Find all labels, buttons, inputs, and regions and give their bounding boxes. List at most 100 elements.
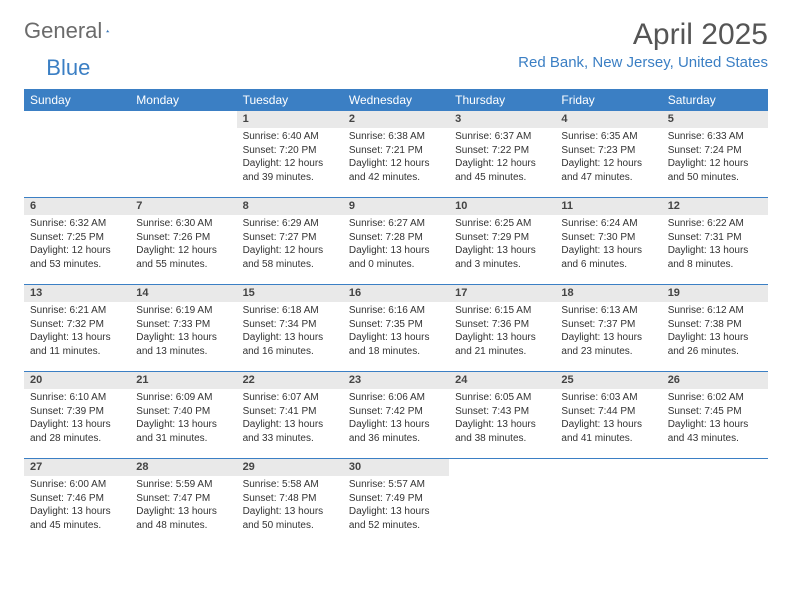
- sunrise-text: Sunrise: 6:02 AM: [668, 391, 762, 405]
- sunset-text: Sunset: 7:38 PM: [668, 318, 762, 332]
- day-cell: 12Sunrise: 6:22 AMSunset: 7:31 PMDayligh…: [662, 198, 768, 284]
- week-row: 20Sunrise: 6:10 AMSunset: 7:39 PMDayligh…: [24, 372, 768, 459]
- sunrise-text: Sunrise: 6:03 AM: [561, 391, 655, 405]
- daylight-text: Daylight: 12 hours and 39 minutes.: [243, 157, 337, 184]
- day-number: 11: [555, 198, 661, 215]
- sunrise-text: Sunrise: 6:09 AM: [136, 391, 230, 405]
- day-number: [555, 459, 661, 476]
- daylight-text: Daylight: 13 hours and 26 minutes.: [668, 331, 762, 358]
- day-body: Sunrise: 6:24 AMSunset: 7:30 PMDaylight:…: [555, 215, 661, 275]
- sunset-text: Sunset: 7:45 PM: [668, 405, 762, 419]
- sunset-text: Sunset: 7:29 PM: [455, 231, 549, 245]
- day-body: Sunrise: 6:27 AMSunset: 7:28 PMDaylight:…: [343, 215, 449, 275]
- sunset-text: Sunset: 7:40 PM: [136, 405, 230, 419]
- title-block: April 2025 Red Bank, New Jersey, United …: [518, 18, 768, 71]
- location: Red Bank, New Jersey, United States: [518, 54, 768, 71]
- sunset-text: Sunset: 7:27 PM: [243, 231, 337, 245]
- daylight-text: Daylight: 12 hours and 47 minutes.: [561, 157, 655, 184]
- sunrise-text: Sunrise: 6:19 AM: [136, 304, 230, 318]
- dow-cell: Wednesday: [343, 89, 449, 111]
- sunset-text: Sunset: 7:28 PM: [349, 231, 443, 245]
- dow-cell: Thursday: [449, 89, 555, 111]
- day-cell: 9Sunrise: 6:27 AMSunset: 7:28 PMDaylight…: [343, 198, 449, 284]
- sunrise-text: Sunrise: 6:25 AM: [455, 217, 549, 231]
- day-body: Sunrise: 6:07 AMSunset: 7:41 PMDaylight:…: [237, 389, 343, 449]
- day-body: Sunrise: 5:59 AMSunset: 7:47 PMDaylight:…: [130, 476, 236, 536]
- day-number: [130, 111, 236, 128]
- sunrise-text: Sunrise: 6:22 AM: [668, 217, 762, 231]
- daylight-text: Daylight: 13 hours and 50 minutes.: [243, 505, 337, 532]
- day-body: Sunrise: 6:21 AMSunset: 7:32 PMDaylight:…: [24, 302, 130, 362]
- sunrise-text: Sunrise: 6:35 AM: [561, 130, 655, 144]
- day-number: [449, 459, 555, 476]
- day-body: Sunrise: 6:09 AMSunset: 7:40 PMDaylight:…: [130, 389, 236, 449]
- day-cell: 29Sunrise: 5:58 AMSunset: 7:48 PMDayligh…: [237, 459, 343, 545]
- sunset-text: Sunset: 7:34 PM: [243, 318, 337, 332]
- day-cell: 11Sunrise: 6:24 AMSunset: 7:30 PMDayligh…: [555, 198, 661, 284]
- sunset-text: Sunset: 7:24 PM: [668, 144, 762, 158]
- day-cell: 4Sunrise: 6:35 AMSunset: 7:23 PMDaylight…: [555, 111, 661, 197]
- day-body: Sunrise: 6:29 AMSunset: 7:27 PMDaylight:…: [237, 215, 343, 275]
- day-body: Sunrise: 6:37 AMSunset: 7:22 PMDaylight:…: [449, 128, 555, 188]
- day-body: Sunrise: 6:03 AMSunset: 7:44 PMDaylight:…: [555, 389, 661, 449]
- sunrise-text: Sunrise: 6:12 AM: [668, 304, 762, 318]
- sunrise-text: Sunrise: 6:29 AM: [243, 217, 337, 231]
- daylight-text: Daylight: 13 hours and 6 minutes.: [561, 244, 655, 271]
- daylight-text: Daylight: 13 hours and 31 minutes.: [136, 418, 230, 445]
- day-body: Sunrise: 6:16 AMSunset: 7:35 PMDaylight:…: [343, 302, 449, 362]
- week-row: 13Sunrise: 6:21 AMSunset: 7:32 PMDayligh…: [24, 285, 768, 372]
- daylight-text: Daylight: 12 hours and 42 minutes.: [349, 157, 443, 184]
- day-body: Sunrise: 6:13 AMSunset: 7:37 PMDaylight:…: [555, 302, 661, 362]
- day-cell: 10Sunrise: 6:25 AMSunset: 7:29 PMDayligh…: [449, 198, 555, 284]
- day-number: 20: [24, 372, 130, 389]
- day-number: 8: [237, 198, 343, 215]
- sunset-text: Sunset: 7:35 PM: [349, 318, 443, 332]
- day-body: [662, 476, 768, 482]
- sunset-text: Sunset: 7:36 PM: [455, 318, 549, 332]
- daylight-text: Daylight: 13 hours and 36 minutes.: [349, 418, 443, 445]
- day-number: 6: [24, 198, 130, 215]
- dow-cell: Monday: [130, 89, 236, 111]
- daylight-text: Daylight: 13 hours and 43 minutes.: [668, 418, 762, 445]
- dow-cell: Tuesday: [237, 89, 343, 111]
- dow-cell: Saturday: [662, 89, 768, 111]
- month-title: April 2025: [518, 18, 768, 52]
- daylight-text: Daylight: 13 hours and 3 minutes.: [455, 244, 549, 271]
- daylight-text: Daylight: 13 hours and 45 minutes.: [30, 505, 124, 532]
- daylight-text: Daylight: 13 hours and 13 minutes.: [136, 331, 230, 358]
- day-number: 13: [24, 285, 130, 302]
- sunset-text: Sunset: 7:42 PM: [349, 405, 443, 419]
- sunset-text: Sunset: 7:49 PM: [349, 492, 443, 506]
- day-number: [662, 459, 768, 476]
- daylight-text: Daylight: 13 hours and 0 minutes.: [349, 244, 443, 271]
- day-number: 16: [343, 285, 449, 302]
- days-of-week-row: SundayMondayTuesdayWednesdayThursdayFrid…: [24, 89, 768, 111]
- day-body: Sunrise: 6:35 AMSunset: 7:23 PMDaylight:…: [555, 128, 661, 188]
- daylight-text: Daylight: 13 hours and 23 minutes.: [561, 331, 655, 358]
- day-number: 26: [662, 372, 768, 389]
- day-cell: 30Sunrise: 5:57 AMSunset: 7:49 PMDayligh…: [343, 459, 449, 545]
- day-number: 27: [24, 459, 130, 476]
- logo-sail-icon: [106, 22, 110, 40]
- sunset-text: Sunset: 7:37 PM: [561, 318, 655, 332]
- day-number: 25: [555, 372, 661, 389]
- sunrise-text: Sunrise: 6:38 AM: [349, 130, 443, 144]
- day-number: [24, 111, 130, 128]
- day-number: 1: [237, 111, 343, 128]
- day-number: 9: [343, 198, 449, 215]
- day-cell: 5Sunrise: 6:33 AMSunset: 7:24 PMDaylight…: [662, 111, 768, 197]
- sunrise-text: Sunrise: 6:37 AM: [455, 130, 549, 144]
- day-number: 28: [130, 459, 236, 476]
- sunrise-text: Sunrise: 6:18 AM: [243, 304, 337, 318]
- day-body: [130, 128, 236, 134]
- day-body: Sunrise: 6:38 AMSunset: 7:21 PMDaylight:…: [343, 128, 449, 188]
- day-cell: 14Sunrise: 6:19 AMSunset: 7:33 PMDayligh…: [130, 285, 236, 371]
- day-body: Sunrise: 6:30 AMSunset: 7:26 PMDaylight:…: [130, 215, 236, 275]
- day-cell: 24Sunrise: 6:05 AMSunset: 7:43 PMDayligh…: [449, 372, 555, 458]
- day-cell: [24, 111, 130, 197]
- daylight-text: Daylight: 13 hours and 52 minutes.: [349, 505, 443, 532]
- day-body: Sunrise: 5:57 AMSunset: 7:49 PMDaylight:…: [343, 476, 449, 536]
- calendar: SundayMondayTuesdayWednesdayThursdayFrid…: [24, 89, 768, 545]
- day-body: Sunrise: 6:32 AMSunset: 7:25 PMDaylight:…: [24, 215, 130, 275]
- sunset-text: Sunset: 7:30 PM: [561, 231, 655, 245]
